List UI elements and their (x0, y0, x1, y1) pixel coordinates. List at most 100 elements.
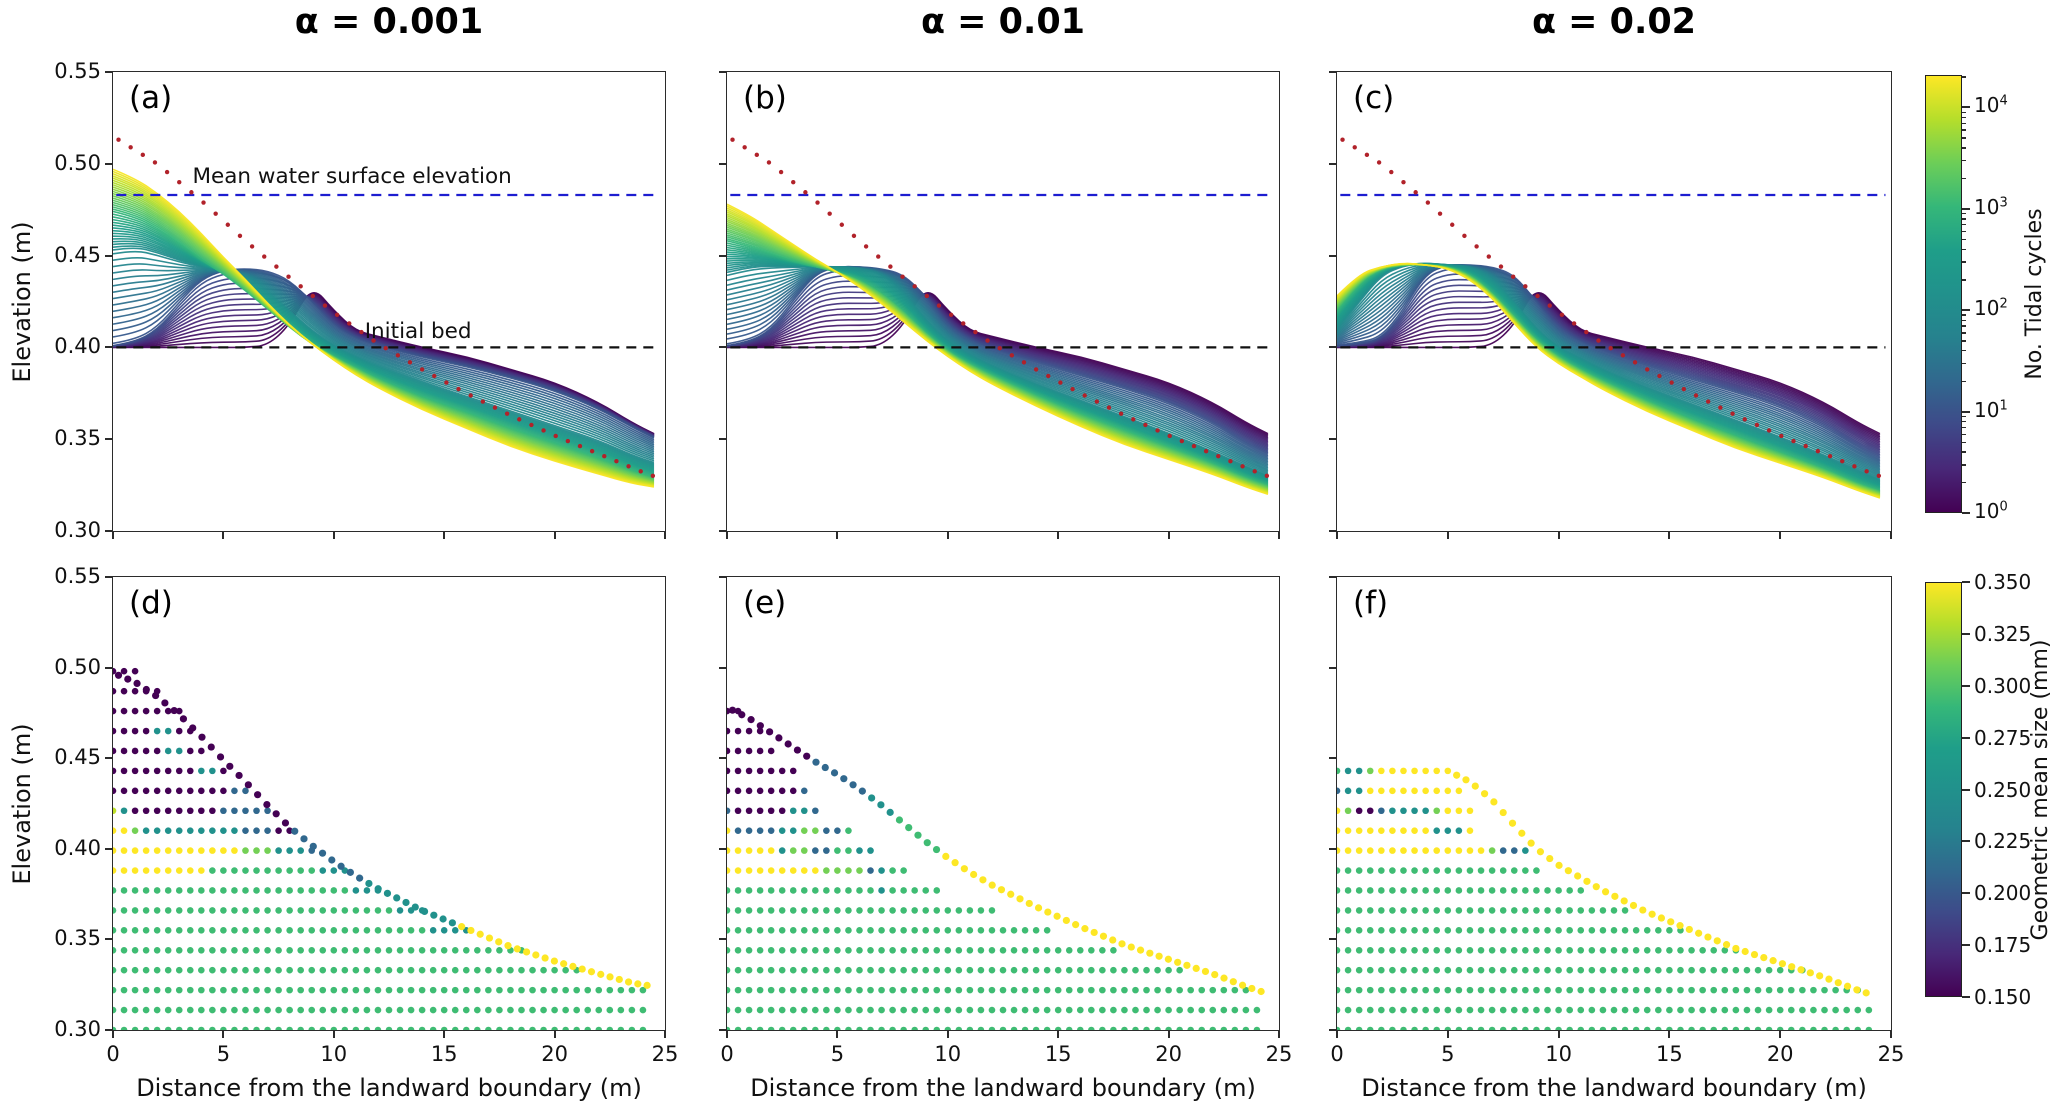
colorbar-tick-label: 0.300 (1974, 673, 2032, 698)
colorbar-minor-tick (1962, 350, 1966, 352)
x-tick-mark (1668, 531, 1671, 539)
x-tick-mark (664, 1030, 666, 1038)
colorbar-minor-tick (1962, 116, 1966, 119)
panel-letter-a: (a) (129, 80, 173, 116)
colorbar-major-tick (1962, 996, 1970, 998)
colorbar-tick-label: 101 (1974, 397, 2008, 422)
colorbar-minor-tick (1962, 325, 1966, 327)
y-tick-mark (719, 254, 727, 257)
x-tick-label: 20 (1155, 1042, 1182, 1066)
colorbar-tidal-cycles-label: No. Tidal cycles (2022, 208, 2047, 380)
x-tick-mark (443, 531, 446, 539)
y-tick-mark (105, 576, 113, 578)
colorbar-tick-label: 0.325 (1974, 621, 2032, 646)
colorbar-minor-tick (1962, 433, 1966, 435)
x-tick-label: 0 (1330, 1042, 1344, 1066)
colorbar-major-tick (1962, 207, 1970, 210)
x-axis-label-d: Distance from the landward boundary (m) (136, 1074, 642, 1102)
x-tick-label: 15 (1656, 1042, 1683, 1066)
y-tick-mark (105, 666, 113, 669)
x-tick-label: 5 (216, 1042, 231, 1066)
y-tick-mark (719, 938, 727, 941)
y-axis-label-top-row: Elevation (m) (8, 220, 36, 383)
y-tick-mark (105, 438, 113, 441)
colorbar-grain-size-label: Geometric mean size (mm) (2028, 639, 2053, 940)
x-tick-mark (1336, 531, 1338, 539)
colorbar-minor-tick (1962, 481, 1966, 484)
x-axis-label-f: Distance from the landward boundary (m) (1361, 1074, 1867, 1102)
x-tick-mark (332, 531, 335, 539)
colorbar-minor-tick (1962, 238, 1966, 241)
y-tick-mark (719, 576, 727, 578)
x-tick-label: 15 (1044, 1042, 1072, 1066)
y-tick-mark (1329, 757, 1337, 760)
panel-a-plot (113, 72, 665, 531)
x-tick-mark (836, 531, 839, 539)
y-tick-mark (719, 847, 727, 850)
colorbar-minor-tick (1962, 441, 1966, 444)
x-tick-mark (1668, 1030, 1671, 1038)
colorbar-major-tick (1962, 892, 1970, 895)
title-alpha-0001: α = 0.001 (294, 2, 484, 42)
y-tick-mark (719, 346, 727, 349)
colorbar-minor-tick (1962, 218, 1966, 220)
colorbar-major-tick (1962, 106, 1970, 109)
colorbar-minor-tick (1962, 426, 1966, 429)
panel-c-plot (1337, 72, 1891, 531)
x-tick-mark (1278, 1030, 1280, 1038)
x-tick-mark (1057, 1030, 1060, 1038)
title-alpha-001: α = 0.01 (920, 2, 1086, 42)
y-tick-label: 0.55 (54, 59, 101, 83)
colorbar-minor-tick (1962, 451, 1966, 453)
y-tick-mark (1329, 847, 1337, 850)
x-tick-mark (726, 1030, 728, 1038)
colorbar-tick-label: 0.150 (1974, 985, 2032, 1009)
x-tick-label: 25 (1877, 1042, 1905, 1066)
x-tick-mark (1779, 531, 1782, 539)
y-tick-mark (1329, 530, 1337, 532)
x-tick-mark (1167, 531, 1170, 539)
x-tick-mark (222, 531, 225, 539)
x-tick-mark (332, 1030, 335, 1038)
x-tick-label: 5 (1441, 1042, 1455, 1066)
x-tick-mark (1446, 531, 1449, 539)
colorbar-minor-tick (1962, 464, 1966, 466)
colorbar-major-tick (1962, 788, 1970, 791)
y-tick-mark (105, 847, 113, 850)
panel-letter-d: (d) (129, 585, 173, 621)
x-tick-mark (222, 1030, 225, 1038)
colorbar-minor-tick (1962, 230, 1966, 233)
y-tick-mark (1329, 938, 1337, 941)
colorbar-minor-tick (1962, 159, 1966, 162)
y-tick-mark (719, 1029, 727, 1031)
colorbar-major-tick (1962, 684, 1970, 687)
title-alpha-002: α = 0.02 (1531, 2, 1697, 42)
y-tick-label: 0.40 (54, 334, 101, 359)
y-tick-mark (105, 530, 113, 532)
y-tick-mark (1329, 438, 1337, 441)
y-tick-label: 0.45 (54, 745, 101, 770)
y-tick-label: 0.30 (54, 518, 101, 542)
y-tick-label: 0.35 (54, 426, 101, 451)
colorbar-tick-label: 103 (1974, 194, 2008, 219)
colorbar-minor-tick (1962, 224, 1966, 226)
panel-d-plot (113, 577, 665, 1030)
y-tick-mark (105, 162, 113, 165)
colorbar-minor-tick (1962, 415, 1966, 418)
colorbar-major-tick (1962, 736, 1970, 739)
y-tick-mark (105, 346, 113, 349)
x-tick-mark (1557, 1030, 1560, 1038)
panel-f-plot (1337, 577, 1891, 1030)
y-axis-label-bottom-row: Elevation (m) (8, 722, 36, 885)
colorbar-tick-label: 0.350 (1974, 570, 2032, 594)
panel-b-plot (727, 72, 1279, 531)
x-tick-mark (1446, 1030, 1449, 1038)
colorbar-minor-tick (1962, 212, 1966, 215)
colorbar-tick-label: 104 (1974, 93, 2008, 118)
x-tick-label: 10 (1545, 1042, 1572, 1066)
y-tick-mark (105, 1029, 113, 1031)
colorbar-minor-tick (1962, 177, 1966, 180)
colorbar-major-tick (1962, 309, 1970, 312)
x-tick-mark (664, 531, 666, 539)
x-tick-mark (443, 1030, 446, 1038)
